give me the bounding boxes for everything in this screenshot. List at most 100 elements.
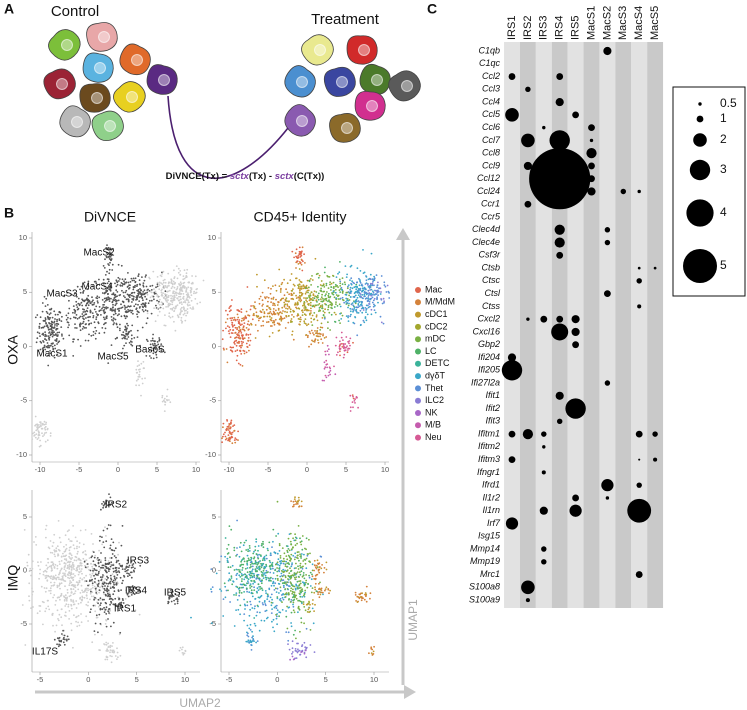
cell-point [256, 563, 259, 566]
cell-point [241, 317, 244, 320]
cell-point [121, 598, 124, 600]
cell-point [82, 289, 85, 292]
arrow-head [404, 685, 416, 699]
plot-title: DiVNCE [84, 209, 136, 225]
cell-point [298, 499, 300, 501]
cell-point [110, 316, 113, 318]
cell-point [170, 297, 173, 300]
cell-point [282, 310, 284, 312]
cell-point [243, 591, 246, 593]
cell-point [243, 560, 246, 563]
cell-point [109, 307, 112, 310]
cell-point [50, 570, 53, 572]
cell-point [290, 500, 292, 502]
cell-point [104, 258, 106, 261]
cell-point [317, 304, 319, 306]
cell-point [112, 303, 114, 306]
cell-point [246, 624, 249, 627]
cell-point [317, 568, 320, 571]
cell-point [173, 599, 176, 602]
cell-point [110, 538, 113, 540]
cell-point [253, 607, 256, 610]
cell-point [301, 309, 303, 312]
cell-point [340, 286, 343, 289]
cell-point [220, 590, 223, 592]
cell-point [315, 332, 317, 335]
cell-point [144, 276, 147, 278]
cell-point [182, 653, 185, 656]
cell-point [289, 590, 292, 592]
cell-point [88, 299, 91, 302]
cell-point [237, 329, 240, 332]
cell-point [257, 583, 260, 586]
cell-point [54, 347, 57, 350]
cell-point [105, 625, 108, 628]
cell-point [80, 301, 83, 304]
cell-point [272, 618, 275, 621]
cell-point [53, 566, 56, 568]
cell-point [371, 648, 374, 651]
cell-point [59, 569, 62, 572]
cell-point [299, 553, 301, 556]
cell-point [48, 338, 51, 341]
cell-point [147, 290, 150, 292]
cell-point [79, 322, 82, 325]
cell-point [195, 291, 198, 294]
cell-point [237, 362, 240, 365]
cell-point [94, 572, 97, 574]
cell-point [66, 573, 69, 576]
cell-point [357, 312, 360, 314]
cell-point [81, 572, 83, 575]
cell-point [170, 300, 172, 302]
cell-point [274, 284, 277, 287]
cell-point [54, 577, 56, 580]
cell-point [45, 607, 48, 610]
cell-point [297, 255, 300, 257]
cell-point [105, 317, 108, 320]
dot [635, 430, 643, 438]
cell-point [298, 299, 300, 301]
cell-point [295, 248, 298, 251]
cell-point [58, 331, 61, 334]
cell-point [263, 619, 266, 622]
cell-point [104, 585, 106, 587]
cell-point [137, 290, 140, 293]
cell-point [275, 617, 278, 620]
cell-point [373, 297, 376, 300]
cell-point [232, 425, 234, 427]
cell-point [152, 270, 155, 273]
cell-point [242, 349, 245, 352]
cell-point [57, 323, 60, 326]
cell-point [108, 297, 111, 299]
cell-point [182, 278, 185, 281]
cell-point [362, 249, 364, 251]
cell-point [338, 289, 341, 292]
cell-point [128, 564, 131, 567]
cell-point [294, 544, 297, 547]
cell-point [129, 284, 131, 287]
cell-point [275, 289, 278, 292]
cell-point [346, 287, 349, 290]
cell-point [319, 581, 321, 584]
cell-point [353, 300, 356, 303]
cell-point [313, 312, 316, 314]
cell-point [314, 339, 316, 342]
cell-point [112, 579, 115, 582]
dot [627, 498, 652, 523]
cell-point [119, 631, 122, 634]
cell-point [67, 321, 70, 324]
cell-point [337, 294, 340, 297]
cell-point [55, 624, 58, 627]
cell-point [94, 280, 97, 283]
cell-point [135, 379, 138, 382]
cell-point [117, 605, 120, 608]
legend-swatch [415, 348, 421, 355]
cell-point [313, 333, 315, 336]
cell-point [163, 397, 166, 400]
cell-point [320, 338, 323, 341]
cell-point [72, 573, 75, 575]
cell-point [164, 293, 166, 295]
cell-point [264, 590, 267, 592]
cell-point [352, 304, 355, 307]
cell-point [296, 503, 299, 505]
